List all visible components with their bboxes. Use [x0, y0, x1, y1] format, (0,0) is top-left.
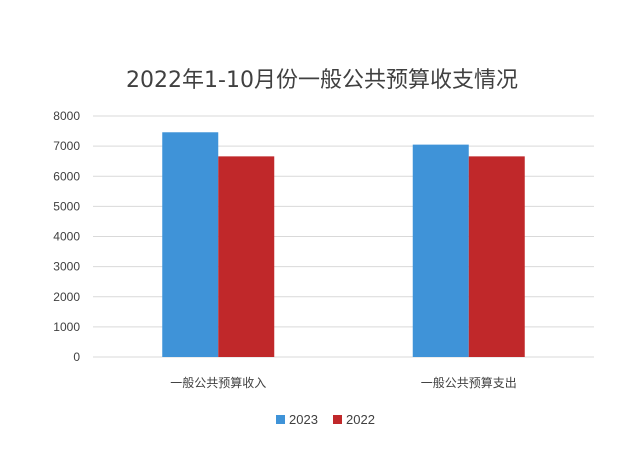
bars: [162, 132, 525, 357]
legend-swatch-2023: [276, 415, 285, 424]
legend-swatch-2022: [333, 415, 342, 424]
category-label: 一般公共预算支出: [421, 375, 517, 390]
bar-2023-0: [162, 132, 219, 357]
y-tick-label: 6000: [53, 169, 80, 183]
bar-2022-1: [468, 156, 525, 357]
chart-title: 2022年1-10月份一般公共预算收支情况: [126, 68, 518, 93]
legend: 2023 2022: [276, 412, 375, 427]
y-tick-label: 3000: [53, 260, 80, 274]
y-tick-label: 0: [73, 350, 80, 364]
legend-label: 2023: [289, 412, 318, 427]
y-tick-label: 2000: [53, 290, 80, 304]
bar-2022-0: [218, 156, 275, 357]
category-label: 一般公共预算收入: [170, 375, 266, 390]
y-tick-label: 7000: [53, 139, 80, 153]
y-tick-label: 8000: [53, 109, 80, 123]
category-labels: 一般公共预算收入 一般公共预算支出: [170, 375, 517, 390]
bar-2023-1: [412, 144, 469, 357]
y-tick-label: 1000: [53, 320, 80, 334]
legend-label: 2022: [346, 412, 375, 427]
y-tick-label: 5000: [53, 199, 80, 213]
y-axis-ticks: 0 1000 2000 3000 4000 5000 6000 7000 8000: [53, 109, 80, 364]
y-tick-label: 4000: [53, 230, 80, 244]
